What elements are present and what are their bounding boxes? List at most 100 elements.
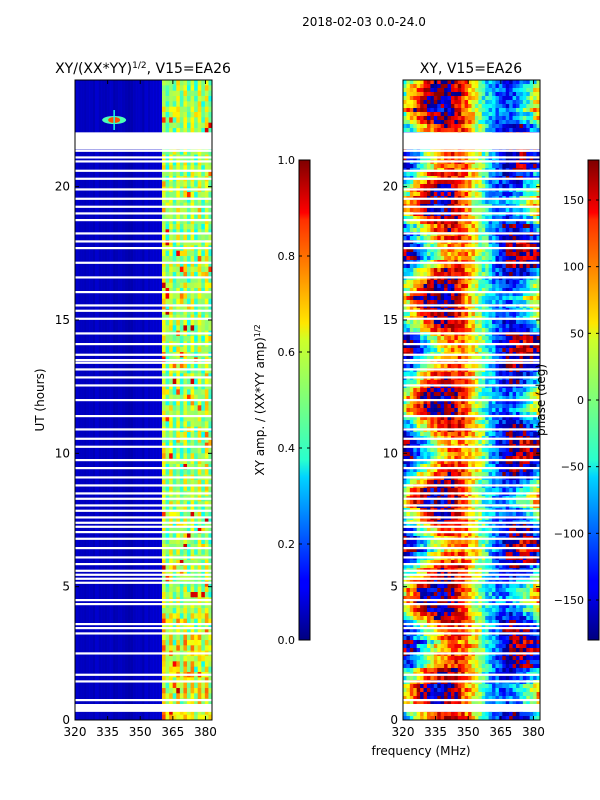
amplitude-cell (172, 202, 177, 209)
amplitude-flagged-block (75, 704, 212, 711)
amplitude-cell (169, 528, 174, 534)
phase-cell (519, 268, 524, 273)
phase-cell (450, 272, 455, 277)
phase-cell (502, 356, 507, 361)
phase-cell (457, 280, 462, 285)
phase-cell (533, 380, 538, 385)
amplitude-cell (186, 437, 192, 444)
phase-cell (519, 120, 524, 125)
phase-cell (536, 180, 540, 185)
phase-cell (474, 120, 479, 125)
phase-cell (447, 220, 452, 225)
amplitude-cell (176, 405, 181, 412)
phase-cell (529, 236, 534, 241)
phase-cell (437, 244, 442, 249)
amplitude-cell (165, 160, 170, 166)
phase-cell (468, 272, 472, 277)
phase-cell (444, 180, 449, 185)
amplitude-cell (201, 170, 206, 177)
phase-cell (440, 164, 445, 169)
amplitude-cell (169, 613, 174, 620)
phase-cell (488, 108, 493, 113)
amplitude-cell (161, 592, 167, 598)
phase-cell (440, 200, 445, 205)
phase-cell (437, 108, 442, 113)
phase-cell (416, 220, 421, 225)
amplitude-cell (190, 506, 195, 513)
amplitude-cell (176, 346, 181, 353)
phase-cell (403, 340, 407, 345)
phase-cell (498, 184, 503, 189)
phase-cell (488, 116, 493, 121)
amplitude-cell (186, 277, 192, 284)
phase-cell (413, 84, 418, 89)
amplitude-cell (169, 160, 174, 166)
amplitude-cell (161, 602, 167, 609)
amplitude-cell (190, 282, 195, 289)
phase-cell (461, 228, 466, 233)
amplitude-cell (165, 549, 170, 556)
phase-cell (444, 268, 449, 273)
phase-cell (450, 284, 455, 289)
amplitude-cell (186, 400, 192, 406)
phase-cell (512, 252, 517, 257)
phase-cell (454, 252, 459, 257)
phase-cell (474, 216, 479, 221)
amplitude-cell (186, 629, 192, 636)
phase-cell (437, 264, 442, 269)
phase-cell (430, 88, 435, 93)
amplitude-cell (204, 581, 209, 588)
amplitude-flagged-row (75, 197, 212, 200)
phase-cell (492, 172, 496, 177)
phase-cell (529, 288, 534, 293)
amplitude-cell (183, 544, 188, 550)
amplitude-cell (197, 410, 202, 417)
phase-cell (498, 336, 503, 341)
phase-cell (430, 388, 435, 393)
amplitude-cell (165, 250, 170, 257)
phase-cell (529, 152, 534, 157)
amplitude-cell (204, 112, 209, 118)
phase-cell (522, 268, 527, 273)
phase-cell (416, 252, 421, 257)
phase-cell (481, 220, 486, 225)
phase-cell (403, 280, 407, 285)
amplitude-cell (201, 277, 206, 284)
phase-cell (536, 100, 540, 105)
phase-cell (505, 300, 510, 305)
amplitude-cell (169, 634, 174, 641)
phase-cell (409, 264, 414, 269)
amplitude-cell (204, 117, 209, 124)
phase-cell (437, 128, 442, 133)
phase-cell (454, 328, 459, 333)
amplitude-cell (165, 149, 170, 156)
phase-cell (447, 124, 452, 129)
phase-cell (447, 372, 452, 377)
phase-cell (426, 300, 431, 305)
phase-cell (526, 224, 531, 229)
phase-cell (437, 184, 442, 189)
phase-cell (447, 292, 452, 297)
phase-cell (403, 88, 407, 93)
amplitude-cell (201, 304, 206, 310)
phase-cell (495, 220, 500, 225)
phase-cell (481, 292, 486, 297)
phase-cell (437, 392, 442, 397)
phase-cell (444, 284, 449, 289)
amplitude-cell (190, 165, 195, 172)
phase-cell (440, 112, 445, 117)
amplitude-cell (194, 160, 199, 166)
phase-cell (492, 296, 496, 301)
phase-cell (509, 356, 514, 361)
phase-cell (416, 100, 421, 105)
amplitude-cell (194, 501, 199, 508)
phase-cell (509, 324, 514, 329)
amplitude-cell (197, 192, 202, 198)
amplitude-cell (208, 384, 212, 390)
phase-cell (444, 104, 449, 109)
phase-cell (403, 372, 407, 377)
phase-cell (464, 292, 469, 297)
phase-cell (444, 124, 449, 129)
phase-cell (502, 164, 507, 169)
amplitude-cell (179, 416, 184, 422)
